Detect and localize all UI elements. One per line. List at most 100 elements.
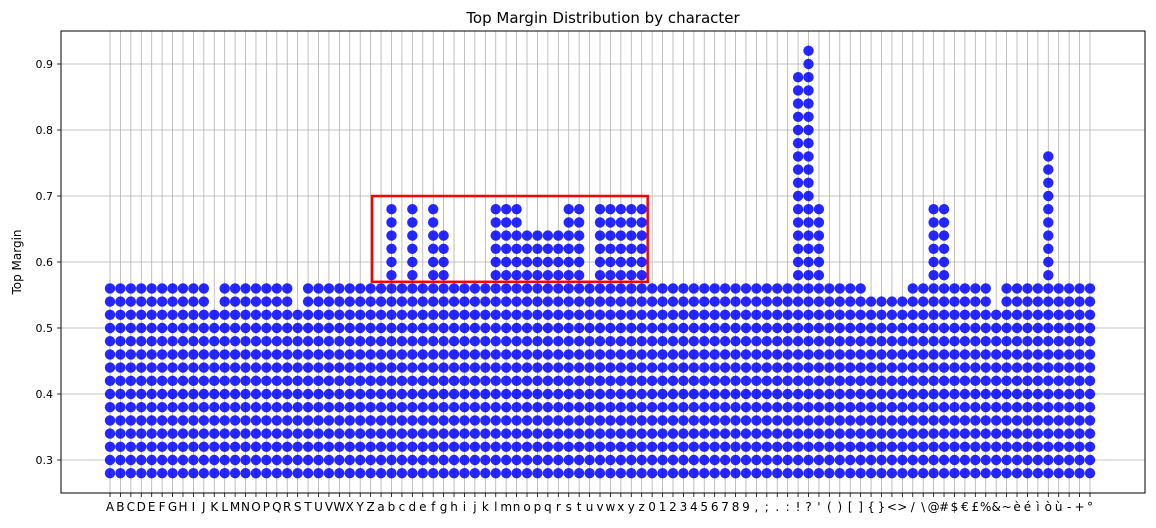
data-point: [156, 322, 168, 334]
data-point: [250, 362, 262, 373]
data-point: [845, 375, 856, 386]
data-point: [240, 322, 251, 334]
data-point: [824, 415, 835, 426]
data-point: [563, 283, 574, 294]
data-point: [417, 336, 428, 347]
data-point: [136, 322, 147, 334]
data-point: [730, 415, 741, 426]
data-point: [699, 388, 710, 400]
x-tick-label: P: [263, 500, 270, 514]
data-point: [209, 415, 220, 426]
data-point: [855, 349, 866, 360]
data-point: [146, 362, 157, 373]
data-point: [480, 309, 491, 320]
data-point: [334, 349, 345, 360]
data-point: [355, 375, 366, 386]
data-point: [594, 454, 606, 466]
data-point: [699, 349, 710, 360]
data-point: [573, 296, 585, 307]
data-point: [876, 309, 887, 320]
data-point: [1043, 217, 1054, 228]
chart-title: Top Margin Distribution by character: [465, 9, 740, 27]
data-point: [1053, 388, 1064, 400]
data-point: [876, 415, 887, 426]
data-point: [845, 441, 856, 452]
data-point: [250, 415, 262, 426]
data-point: [605, 230, 616, 241]
data-point: [626, 322, 637, 334]
data-point: [480, 441, 491, 452]
data-point: [1032, 468, 1044, 479]
x-tick-label: M: [230, 500, 240, 514]
data-point: [115, 322, 126, 334]
data-point: [584, 454, 595, 466]
data-point: [553, 349, 564, 360]
data-point: [740, 454, 752, 466]
data-point: [813, 349, 825, 360]
data-point: [209, 322, 220, 334]
data-point: [438, 428, 449, 439]
data-point: [834, 336, 845, 347]
data-point: [542, 388, 554, 400]
data-point: [532, 454, 543, 466]
data-point: [897, 415, 908, 426]
data-point: [469, 468, 481, 479]
data-point: [167, 375, 178, 386]
data-point: [115, 415, 126, 426]
data-point: [845, 415, 856, 426]
data-point: [886, 309, 898, 320]
data-point: [448, 296, 460, 307]
data-point: [782, 388, 793, 400]
data-point: [511, 322, 522, 334]
data-point: [761, 428, 773, 439]
data-point: [657, 468, 668, 479]
data-point: [667, 388, 679, 400]
x-tick-label: 9: [742, 500, 750, 514]
data-point: [302, 402, 314, 413]
data-point: [219, 402, 230, 413]
data-point: [1022, 388, 1033, 400]
data-point: [448, 388, 460, 400]
data-point: [907, 402, 918, 413]
data-point: [938, 296, 950, 307]
data-point: [615, 388, 627, 400]
data-point: [334, 375, 345, 386]
data-point: [876, 454, 887, 466]
data-point: [146, 283, 157, 294]
data-point: [177, 375, 189, 386]
data-point: [323, 322, 335, 334]
data-point: [282, 362, 293, 373]
data-point: [292, 388, 303, 400]
data-point: [365, 388, 376, 400]
data-point: [626, 428, 637, 439]
data-point: [615, 270, 627, 281]
data-point: [282, 454, 293, 466]
data-point: [646, 441, 658, 452]
data-point: [282, 296, 293, 307]
data-point: [480, 428, 491, 439]
data-point: [261, 441, 272, 452]
x-tick-label: {: [867, 500, 875, 514]
data-point: [636, 256, 647, 268]
data-point: [751, 402, 762, 413]
x-tick-label: D: [137, 500, 146, 514]
data-point: [1053, 296, 1064, 307]
data-point: [938, 468, 950, 479]
data-point: [146, 402, 157, 413]
data-point: [407, 336, 418, 347]
data-point: [459, 309, 470, 320]
data-point: [334, 309, 345, 320]
data-point: [198, 441, 210, 452]
data-point: [980, 336, 991, 347]
data-point: [709, 283, 720, 294]
data-point: [1074, 362, 1085, 373]
data-point: [219, 415, 230, 426]
data-point: [699, 283, 710, 294]
data-point: [542, 428, 554, 439]
data-point: [636, 428, 647, 439]
data-point: [636, 296, 647, 307]
data-point: [365, 322, 376, 334]
data-point: [803, 151, 814, 162]
data-point: [115, 296, 126, 307]
data-point: [511, 468, 522, 479]
